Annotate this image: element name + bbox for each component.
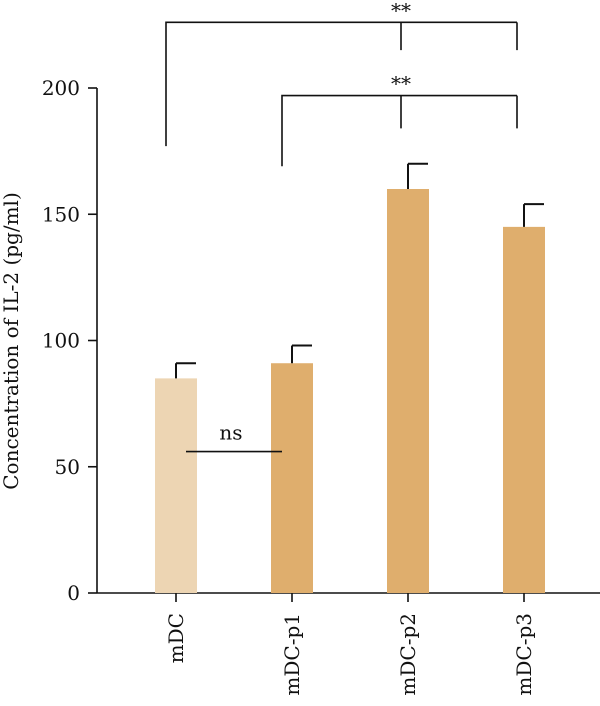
significance-label: ** [391, 0, 411, 22]
significance-bracket [165, 21, 518, 147]
significance-annotations: ns ** ** [165, 0, 518, 453]
y-tick-label: 0 [67, 581, 80, 605]
category-label: mDC-p2 [396, 613, 420, 696]
bar [387, 189, 429, 593]
bars [155, 162, 545, 593]
category-label: mDC [164, 613, 188, 663]
y-tick-label: 200 [42, 76, 80, 100]
significance-label: ** [391, 72, 411, 96]
y-axis-title: Concentration of IL-2 (pg/ml) [0, 192, 23, 490]
bar [155, 378, 197, 593]
category-label: mDC-p3 [512, 613, 536, 696]
y-tick-label: 150 [42, 202, 80, 226]
y-tick-label: 100 [42, 329, 80, 353]
bar [271, 363, 313, 593]
ns-label: ns [219, 421, 242, 445]
bar [503, 226, 545, 593]
category-label: mDC-p1 [280, 613, 304, 696]
y-tick-label: 50 [55, 455, 80, 479]
significance-bracket [281, 94, 518, 167]
axes: 0 50 100 150 200 mDC mDC-p1 mDC-p2 mDC-p3 [42, 76, 600, 696]
